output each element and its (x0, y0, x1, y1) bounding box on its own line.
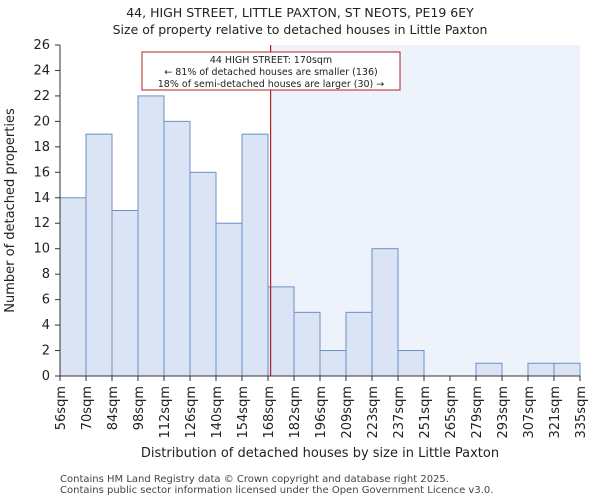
y-tick-label: 0 (42, 369, 50, 384)
histogram-bar (241, 133, 269, 377)
y-tick-label: 18 (33, 140, 50, 155)
histogram-bar (293, 311, 321, 377)
y-tick-label: 14 (33, 191, 50, 206)
x-tick-label: 56sqm (54, 386, 69, 430)
y-tick-label: 20 (33, 114, 50, 129)
histogram-bar (267, 286, 295, 377)
y-tick-label: 26 (33, 38, 50, 53)
x-tick-label: 98sqm (132, 386, 147, 430)
annotation-box (141, 51, 401, 91)
x-tick-label: 223sqm (366, 386, 381, 439)
histogram-bar (475, 362, 503, 377)
footer-licence: Contains public sector information licen… (60, 485, 494, 496)
x-tick-label: 84sqm (106, 386, 121, 430)
y-tick-label: 4 (42, 318, 50, 333)
x-tick-label: 126sqm (184, 386, 199, 439)
histogram-bar (397, 350, 425, 377)
y-tick-label: 24 (33, 63, 50, 78)
histogram-bar (371, 248, 399, 377)
histogram-bar (85, 133, 113, 377)
chart-title-line2: Size of property relative to detached ho… (112, 22, 488, 37)
x-tick-label: 196sqm (314, 386, 329, 439)
histogram-bar (111, 210, 139, 377)
x-tick-label: 237sqm (392, 386, 407, 439)
histogram-bar (163, 120, 191, 377)
chart-title-line1: 44, HIGH STREET, LITTLE PAXTON, ST NEOTS… (126, 5, 474, 20)
x-tick-label: 209sqm (340, 386, 355, 439)
x-tick-label: 168sqm (262, 386, 277, 439)
x-tick-label: 293sqm (496, 386, 511, 439)
y-tick-label: 10 (33, 242, 50, 257)
y-tick-label: 16 (33, 165, 50, 180)
histogram-bar (137, 95, 165, 377)
x-tick-label: 251sqm (418, 386, 433, 439)
histogram-bar (553, 362, 581, 377)
histogram-bar (215, 222, 243, 377)
histogram-bar (59, 197, 87, 377)
histogram-bar (189, 171, 217, 377)
x-tick-label: 265sqm (444, 386, 459, 439)
histogram-bar (345, 311, 373, 377)
annotation-line3: 18% of semi-detached houses are larger (… (158, 79, 385, 90)
annotation-line2: ← 81% of detached houses are smaller (13… (164, 67, 377, 78)
y-tick-label: 2 (42, 344, 50, 359)
y-tick-label: 22 (33, 89, 50, 104)
x-tick-label: 182sqm (288, 386, 303, 439)
x-tick-label: 112sqm (158, 386, 173, 439)
larger-region-shading (270, 45, 580, 376)
x-tick-label: 279sqm (470, 386, 485, 439)
x-tick-label: 321sqm (548, 386, 563, 439)
x-tick-label: 140sqm (210, 386, 225, 439)
histogram-bar (319, 350, 347, 377)
y-tick-label: 6 (42, 293, 50, 308)
histogram-bar (527, 362, 555, 377)
annotation-line1: 44 HIGH STREET: 170sqm (210, 55, 332, 66)
x-tick-label: 70sqm (80, 386, 95, 430)
y-axis-title: Number of detached properties (3, 108, 18, 313)
x-tick-label: 154sqm (236, 386, 251, 439)
y-tick-label: 8 (42, 267, 50, 282)
footer-copyright: Contains HM Land Registry data © Crown c… (60, 474, 449, 485)
x-axis-title: Distribution of detached houses by size … (141, 446, 499, 461)
y-tick-label: 12 (33, 216, 50, 231)
x-tick-label: 335sqm (574, 386, 589, 439)
x-tick-label: 307sqm (522, 386, 537, 439)
